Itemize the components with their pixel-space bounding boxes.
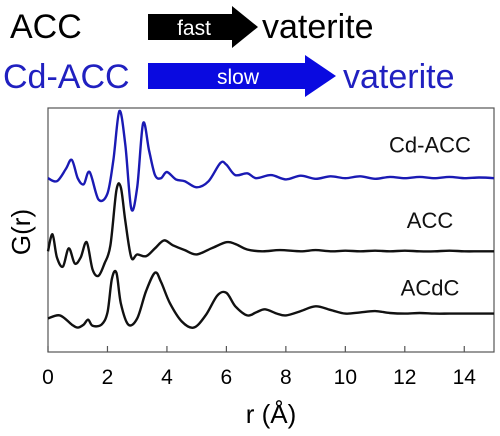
series-line-acdc [47, 269, 494, 329]
scheme-row-1: ACC fast vaterite [10, 6, 374, 48]
scheme-row-1-arrow-label: fast [177, 17, 211, 40]
series-label-cd-acc: Cd-ACC [389, 133, 471, 158]
series-line-cd-acc [47, 109, 495, 212]
scheme-row-2: Cd-ACC slow vaterite [3, 55, 455, 97]
scheme-row-2-arrow-label: slow [217, 66, 260, 89]
scheme-row-2-from: Cd-ACC [3, 58, 130, 96]
x-tick-label-12: 12 [393, 366, 416, 389]
x-tick-label-8: 8 [280, 366, 292, 389]
scheme-row-2-arrow [148, 55, 336, 97]
x-axis-label: r (Å) [246, 399, 297, 429]
plot-frame [47, 107, 495, 353]
scheme-row-1-arrow [148, 6, 258, 48]
x-tick-label-2: 2 [102, 366, 114, 389]
series-line-acc [46, 182, 494, 278]
x-tick-label-4: 4 [161, 366, 173, 389]
series-label-acc: ACC [407, 208, 454, 233]
x-tick-label-0: 0 [42, 366, 54, 389]
x-tick-label-14: 14 [453, 366, 477, 389]
scheme-row-2-to: vaterite [343, 58, 455, 96]
y-axis-label: G(r) [6, 209, 36, 255]
series-label-acdc: ACdC [401, 275, 460, 300]
x-tick-label-10: 10 [334, 366, 357, 389]
x-tick-label-6: 6 [221, 366, 233, 389]
curve-labels-layer: Cd-ACC ACC ACdC [389, 133, 471, 301]
x-axis-ticks: 0 2 4 6 8 10 12 14 [42, 346, 476, 389]
curves-layer [46, 109, 495, 329]
pdf-plot: Cd-ACC ACC ACdC 0 2 4 6 8 10 12 14 G(r) r (Å) [6, 107, 495, 429]
scheme-row-1-from: ACC [10, 8, 82, 46]
scheme-row-1-to: vaterite [262, 8, 374, 46]
